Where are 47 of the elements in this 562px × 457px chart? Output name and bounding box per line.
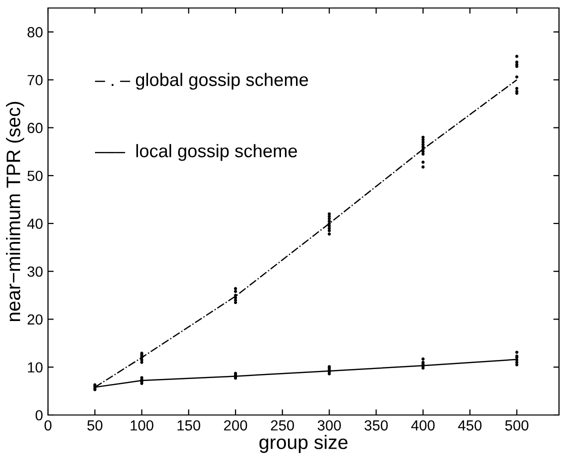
y-tick-label: 30 [27, 266, 43, 277]
point [234, 287, 238, 290]
point [421, 165, 425, 169]
x-tick-label: 400 [411, 420, 435, 431]
point [328, 232, 331, 236]
y-tick-label: 20 [28, 314, 43, 325]
point [421, 136, 425, 139]
point [421, 142, 425, 146]
point [421, 160, 425, 164]
x-tick-label: 0 [44, 420, 52, 431]
point [515, 86, 518, 90]
x-tick-label: 350 [364, 420, 388, 431]
point [328, 229, 331, 232]
x-tick-label: 150 [178, 420, 200, 431]
x-tick-label: 100 [130, 420, 154, 431]
x-axis-title: group size [259, 434, 348, 453]
y-tick-label: 40 [27, 218, 43, 229]
point [515, 54, 518, 58]
point [140, 360, 144, 364]
point [515, 75, 518, 79]
annotation: – . – global gossip scheme [95, 72, 308, 90]
annotation: ––– local gossip scheme [95, 144, 297, 161]
x-tick-label: 500 [505, 420, 528, 431]
point [515, 60, 518, 64]
y-tick-label: 10 [28, 362, 43, 373]
x-tick-label: 450 [458, 420, 482, 431]
x-tick-label: 250 [270, 420, 294, 431]
point [234, 298, 238, 302]
y-axis-title: near−minimum TPR (sec) [6, 102, 24, 322]
point [234, 290, 238, 294]
point [421, 152, 425, 156]
point [421, 357, 425, 361]
point [234, 294, 238, 297]
x-tick-label: 50 [87, 420, 102, 431]
x-tick-label: 200 [224, 420, 248, 431]
point [515, 350, 518, 354]
point [421, 140, 425, 144]
x-tick-label: 300 [318, 420, 341, 431]
y-tick-label: 50 [28, 170, 43, 182]
point [328, 224, 331, 228]
y-tick-label: 80 [28, 27, 43, 38]
point [328, 212, 331, 216]
y-tick-label: 0 [36, 410, 43, 420]
y-tick-label: 70 [28, 74, 43, 86]
y-tick-label: 60 [28, 122, 43, 134]
point [234, 300, 238, 304]
point [515, 360, 518, 364]
